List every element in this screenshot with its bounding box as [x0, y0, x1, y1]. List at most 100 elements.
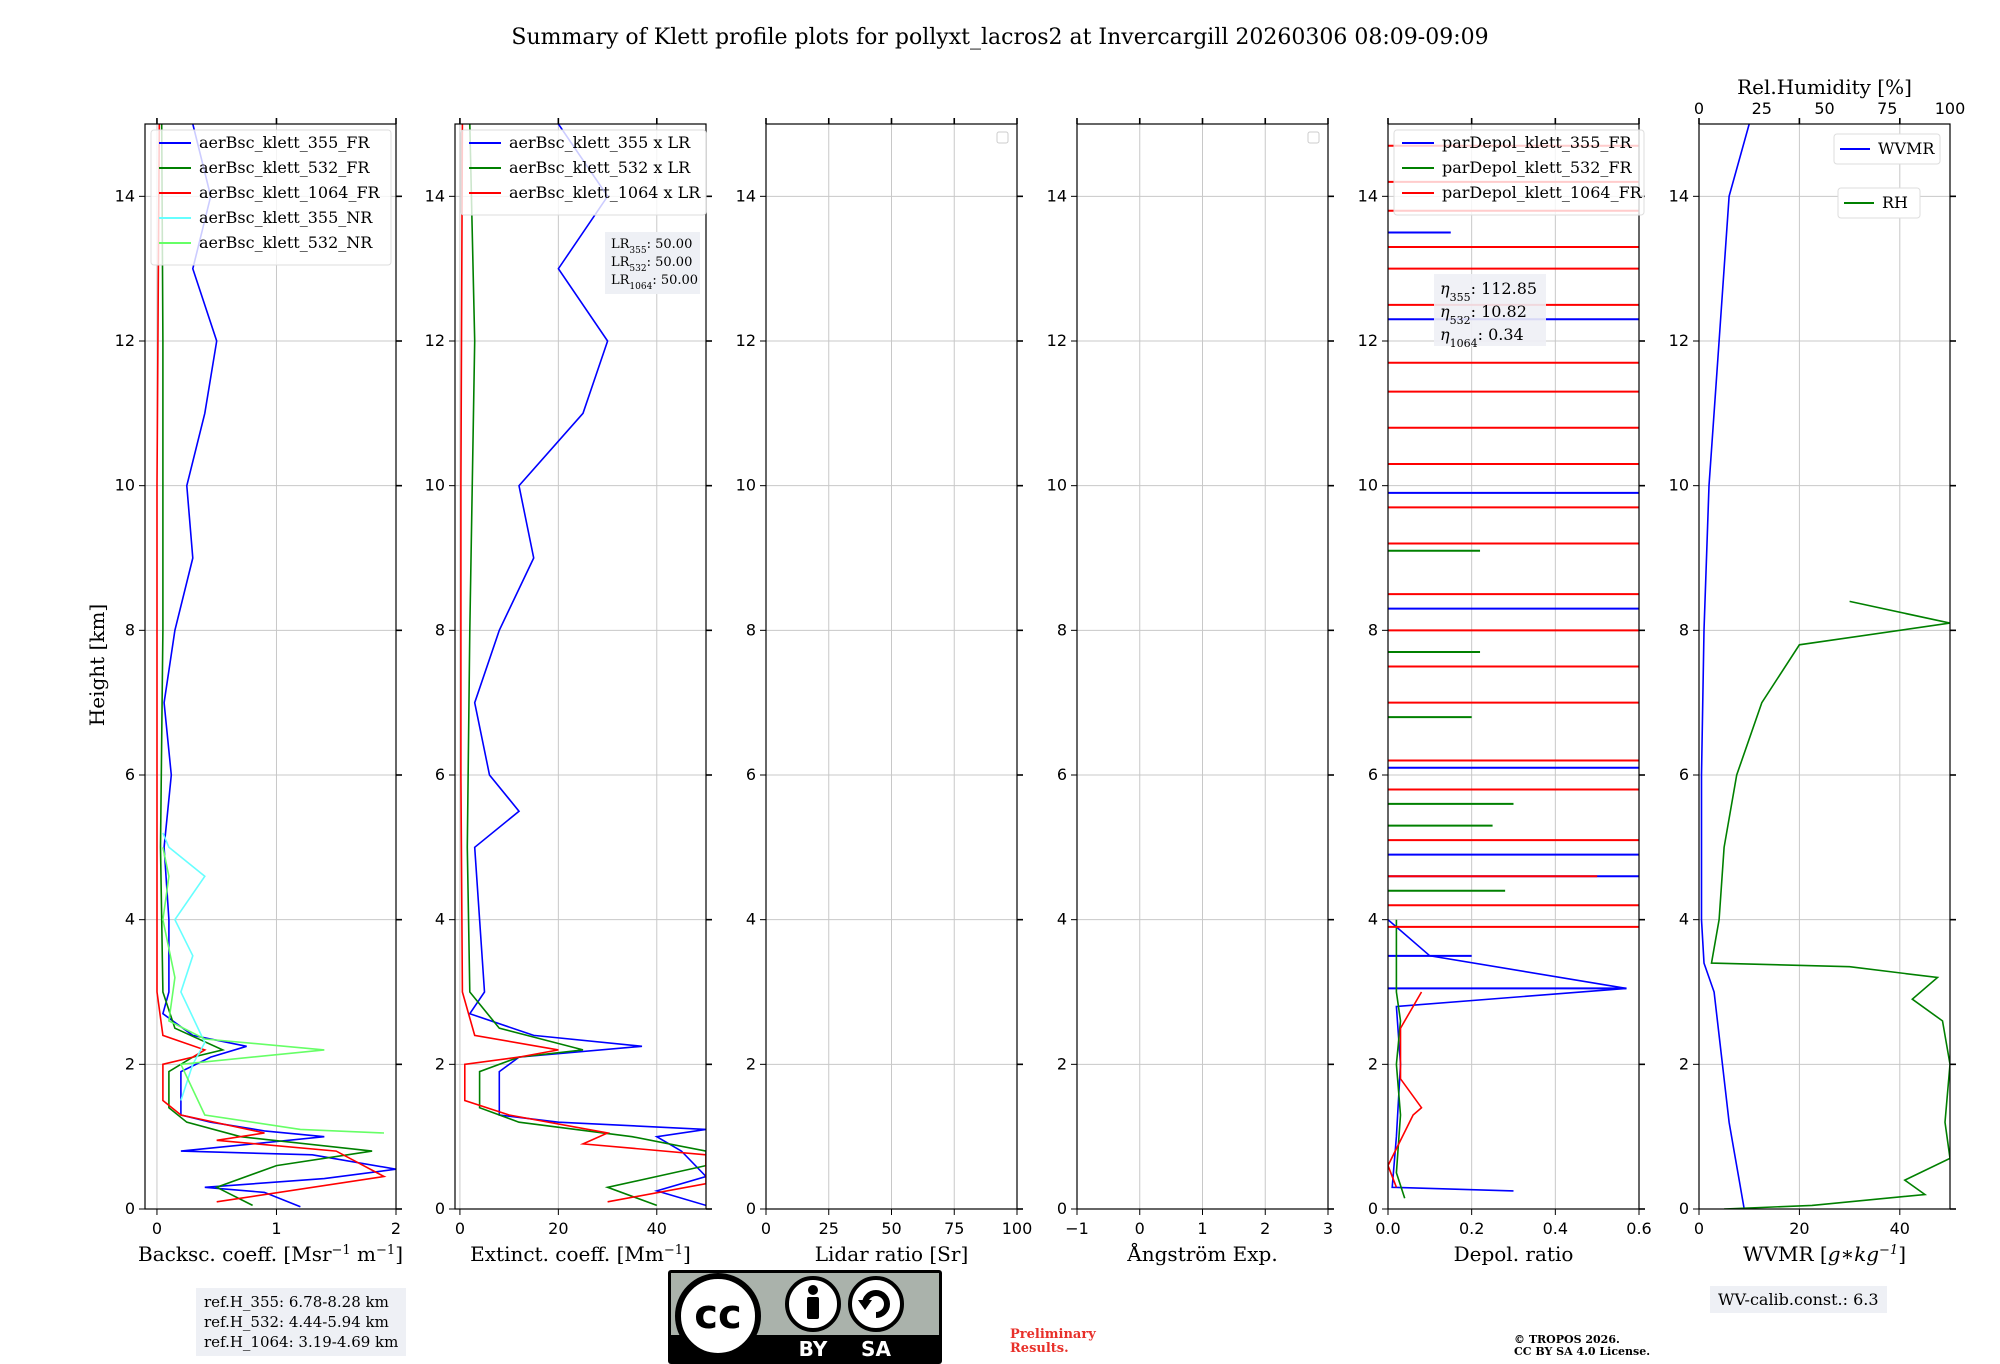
y-tick-label: 4 — [1368, 910, 1378, 929]
y-tick-label: 6 — [1057, 765, 1067, 784]
reference-heights-box: ref.H_355: 6.78-8.28 km ref.H_532: 4.44-… — [196, 1288, 407, 1356]
eta-entry: η1064: 0.34 — [1440, 325, 1524, 350]
legend-entry: RH — [1882, 193, 1908, 212]
panel-lr: 0 2 4 6 8 10 12 14 0 25 50 75 100 Lidar ratio [Sr] — [736, 118, 1033, 1266]
top-x-axis-label: Rel.Humidity [%] — [1737, 75, 1912, 99]
x-tick-label: 40 — [647, 1219, 667, 1238]
x-tick-label: −1 — [1065, 1219, 1089, 1238]
x-tick-label: 0 — [1135, 1219, 1145, 1238]
series-line-aerBsc_klett_355_FR — [161, 124, 396, 1208]
y-tick-label: 14 — [115, 186, 135, 205]
y-tick-label: 12 — [425, 331, 445, 350]
x-tick-label: 100 — [1002, 1219, 1033, 1238]
y-tick-label: 2 — [1057, 1054, 1067, 1073]
svg-text:cc: cc — [694, 1292, 741, 1338]
copyright-notice: © TROPOS 2026. CC BY SA 4.0 License. — [1514, 1334, 1650, 1358]
panel-frame — [1387, 123, 1640, 1210]
copyright-line: CC BY SA 4.0 License. — [1514, 1345, 1651, 1358]
x-axis-label: Backsc. coeff. [Msr−1 m−1] — [138, 1242, 403, 1266]
x-tick-label: 0 — [152, 1219, 162, 1238]
x-tick-label: 0.0 — [1375, 1219, 1400, 1238]
y-tick-label: 12 — [1358, 331, 1378, 350]
x-tick-label: 1 — [271, 1219, 281, 1238]
eta-entry: η355: 112.85 — [1440, 279, 1537, 304]
y-tick-label: 8 — [435, 620, 445, 639]
series-line-parDepol_klett_532_FR — [1395, 919, 1406, 1199]
top-x-tick-label: 25 — [1752, 99, 1772, 118]
y-tick-label: 8 — [1368, 620, 1378, 639]
ref-height-1064: ref.H_1064: 3.19-4.69 km — [204, 1333, 399, 1351]
x-tick-label: 0.2 — [1459, 1219, 1484, 1238]
panel-frame — [144, 123, 397, 1210]
y-tick-label: 8 — [746, 620, 756, 639]
y-tick-label: 12 — [1669, 331, 1689, 350]
y-tick-label: 4 — [435, 910, 445, 929]
panel-wv: 0 2 4 6 8 10 12 14 0 20 40 WVMR [g∗kg−1] 0 25 50 75 100 R… — [1669, 75, 1966, 1266]
y-tick-label: 14 — [1358, 186, 1378, 205]
y-tick-label: 4 — [1679, 910, 1689, 929]
legend-entry: parDepol_klett_532_FR — [1442, 158, 1633, 177]
series-line-aerBsc_klett_532 x LR — [466, 124, 706, 1207]
y-tick-label: 8 — [1057, 620, 1067, 639]
x-tick-label: 40 — [1890, 1219, 1910, 1238]
eta-box — [1434, 274, 1546, 346]
preliminary-line: Results. — [1010, 1341, 1069, 1356]
y-tick-label: 10 — [1669, 476, 1689, 495]
y-tick-label: 14 — [736, 186, 756, 205]
x-axis-label: Depol. ratio — [1454, 1242, 1574, 1266]
ref-height-355: ref.H_355: 6.78-8.28 km — [204, 1293, 389, 1311]
legend-entry: aerBsc_klett_355_FR — [199, 133, 370, 152]
x-tick-label: 0 — [455, 1219, 465, 1238]
attribution-icon — [785, 1276, 841, 1332]
lidar-ratio-entry: LR1064: 50.00 — [611, 273, 698, 292]
x-tick-label: 1 — [1197, 1219, 1207, 1238]
y-tick-label: 10 — [1358, 476, 1378, 495]
x-tick-label: 0.6 — [1626, 1219, 1651, 1238]
series-group — [1700, 124, 1950, 1209]
y-tick-label: 2 — [1679, 1054, 1689, 1073]
y-tick-label: 10 — [115, 476, 135, 495]
series-line-RH — [1710, 600, 1950, 1209]
figure-title: Summary of Klett profile plots for polly… — [511, 25, 1488, 50]
y-tick-label: 6 — [1679, 765, 1689, 784]
y-tick-label: 12 — [115, 331, 135, 350]
y-tick-label: 10 — [425, 476, 445, 495]
series-line-aerBsc_klett_1064 x LR — [460, 124, 706, 1203]
x-tick-label: 20 — [1789, 1219, 1809, 1238]
y-tick-label: 14 — [1047, 186, 1067, 205]
y-tick-label: 4 — [1057, 910, 1067, 929]
top-x-tick-label: 50 — [1814, 99, 1834, 118]
lidar-ratio-entry: LR355: 50.00 — [611, 237, 692, 256]
legend-entry: aerBsc_klett_532 x LR — [509, 158, 691, 177]
legend-box — [460, 129, 707, 216]
y-tick-label: 0 — [125, 1199, 135, 1218]
series-line-aerBsc_klett_355_NR — [162, 832, 206, 1101]
y-tick-label: 6 — [746, 765, 756, 784]
y-tick-label: 14 — [425, 186, 445, 205]
panel-depol: 0 2 4 6 8 10 12 14 0.0 0.2 0.4 0.6 Depol. ratio parDe… — [1358, 118, 1652, 1266]
cc-icon: cc — [675, 1273, 761, 1359]
y-tick-label: 12 — [736, 331, 756, 350]
y-tick-label: 4 — [125, 910, 135, 929]
y-tick-label: 2 — [746, 1054, 756, 1073]
legend-box — [1837, 187, 1921, 219]
y-tick-label: 2 — [435, 1054, 445, 1073]
panel-frame — [1698, 123, 1951, 1210]
series-line-aerBsc_klett_355 x LR — [468, 124, 706, 1207]
x-tick-label: 25 — [819, 1219, 839, 1238]
x-tick-label: 2 — [391, 1219, 401, 1238]
panel-frame — [454, 123, 707, 1210]
y-tick-label: 2 — [125, 1054, 135, 1073]
x-tick-label: 3 — [1323, 1219, 1333, 1238]
x-tick-label: 0 — [1694, 1219, 1704, 1238]
y-tick-label: 10 — [1047, 476, 1067, 495]
eta-entry: η532: 10.82 — [1440, 302, 1527, 327]
x-axis-label: Lidar ratio [Sr] — [815, 1242, 969, 1266]
series-group — [156, 124, 396, 1208]
legend-entry: parDepol_klett_1064_FR — [1442, 183, 1643, 202]
y-tick-label: 8 — [1679, 620, 1689, 639]
